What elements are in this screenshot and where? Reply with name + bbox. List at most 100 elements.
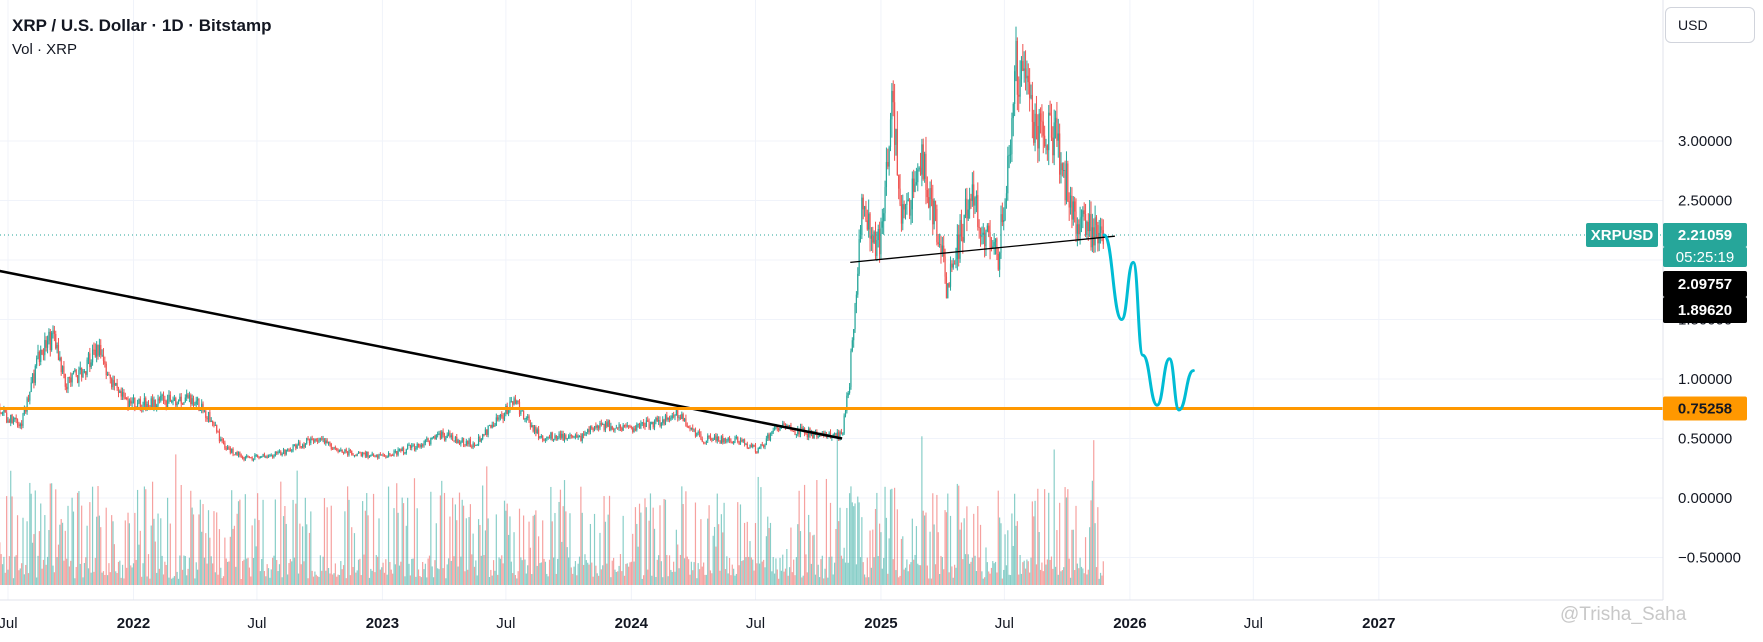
- candle-body: [359, 452, 361, 454]
- candle-body: [791, 430, 793, 432]
- candle-body: [615, 427, 617, 429]
- volume-bar: [270, 569, 272, 585]
- candle-body: [757, 448, 759, 453]
- candle-body: [41, 349, 43, 355]
- volume-bar: [713, 526, 716, 585]
- candle-body: [1049, 112, 1051, 116]
- volume-bar: [655, 576, 657, 585]
- candle-body: [641, 422, 643, 424]
- volume-bar: [274, 499, 276, 585]
- candle-body: [355, 455, 357, 457]
- candle-body: [551, 432, 553, 440]
- candle-body: [937, 242, 939, 245]
- candle-body: [716, 436, 718, 441]
- price-tick-label: 1.00000: [1678, 371, 1732, 388]
- volume-bar: [603, 496, 605, 585]
- candle-body: [704, 442, 706, 444]
- volume-bar: [1061, 570, 1063, 585]
- volume-bar: [183, 555, 185, 585]
- candle-body: [1029, 82, 1031, 99]
- candle-body: [439, 433, 441, 439]
- volume-bar: [90, 572, 92, 585]
- candle-body: [603, 424, 605, 430]
- volume-bar: [14, 556, 16, 585]
- volume-bar: [820, 559, 822, 585]
- candle-body: [79, 367, 81, 370]
- volume-bar: [142, 563, 144, 585]
- candle-body: [782, 423, 784, 428]
- volume-bar: [66, 558, 68, 585]
- candle-body: [1041, 120, 1043, 122]
- candle-body: [338, 449, 341, 452]
- volume-bar: [1090, 500, 1092, 585]
- candle-body: [486, 429, 488, 435]
- volume-bar: [362, 501, 364, 585]
- volume-bar: [568, 557, 570, 585]
- candle-body: [38, 351, 40, 362]
- candle-body: [865, 206, 867, 221]
- volume-bar: [683, 558, 686, 585]
- volume-bar: [220, 567, 222, 585]
- candle-body: [608, 420, 611, 431]
- candle-body: [68, 377, 70, 379]
- volume-bar: [880, 532, 882, 585]
- candle-body: [1053, 122, 1055, 156]
- volume-bar: [497, 574, 499, 585]
- candle-body: [413, 445, 416, 450]
- candle-body: [60, 357, 62, 372]
- candle-body: [284, 449, 286, 455]
- candle-body: [718, 436, 720, 441]
- candle-body: [117, 387, 120, 393]
- volume-bar: [1024, 568, 1027, 585]
- volume-bar: [985, 547, 987, 585]
- candle-body: [645, 420, 647, 427]
- currency-button[interactable]: USD: [1665, 7, 1755, 43]
- volume-bar: [479, 524, 481, 585]
- candle-body: [610, 426, 612, 431]
- candle-body: [974, 198, 976, 206]
- candle-body: [994, 238, 997, 242]
- candle-body: [120, 391, 122, 397]
- volume-bar: [366, 493, 368, 585]
- candle-body: [227, 446, 229, 450]
- volume-bar: [321, 570, 323, 585]
- volume-bar: [544, 561, 547, 585]
- volume-bar: [94, 557, 96, 585]
- candle-body: [4, 409, 6, 413]
- volume-bar: [587, 562, 589, 585]
- volume-bar: [288, 563, 290, 585]
- volume-bar: [621, 571, 623, 585]
- candle-body: [660, 422, 662, 427]
- candle-body: [862, 197, 864, 210]
- candle-body: [576, 435, 578, 438]
- candle-body: [513, 398, 515, 405]
- volume-bar: [562, 506, 564, 585]
- volume-bar: [258, 520, 260, 585]
- volume-bar: [722, 532, 724, 585]
- volume-bar: [291, 561, 293, 585]
- candle-body: [76, 375, 79, 383]
- volume-bar: [172, 577, 174, 585]
- candle-body: [221, 439, 223, 441]
- candle-body: [75, 369, 77, 376]
- candle-body: [488, 425, 491, 427]
- candle-body: [888, 147, 890, 167]
- candle-body: [749, 444, 751, 449]
- volume-bar: [941, 557, 943, 585]
- volume-bar: [248, 567, 251, 585]
- volume-bar: [348, 499, 350, 585]
- candle-body: [374, 456, 376, 458]
- candle-body: [151, 398, 154, 408]
- volume-bar: [754, 523, 757, 585]
- volume-bar: [374, 572, 376, 585]
- volume-bar: [1064, 487, 1066, 585]
- volume-bar: [295, 503, 297, 585]
- candle-body: [512, 401, 514, 405]
- candle-body: [966, 198, 968, 219]
- volume-bar: [342, 565, 345, 585]
- volume-bar: [484, 530, 486, 585]
- candle-body: [1008, 154, 1010, 156]
- candle-body: [546, 437, 548, 439]
- candle-body: [524, 419, 526, 421]
